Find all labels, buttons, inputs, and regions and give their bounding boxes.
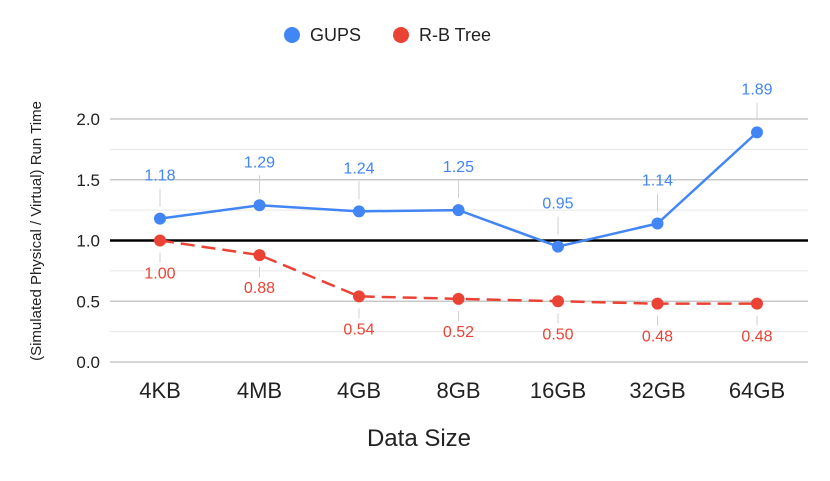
x-tick-label: 16GB <box>530 378 586 403</box>
y-tick-label: 1.0 <box>76 232 100 251</box>
data-label-gups: 1.25 <box>443 159 474 176</box>
x-tick-label: 4GB <box>337 378 381 403</box>
x-axis-ticks: 4KB 4MB 4GB 8GB 16GB 32GB 64GB <box>139 378 785 403</box>
x-tick-label: 4MB <box>237 378 282 403</box>
y-tick-label: 2.0 <box>76 110 100 129</box>
data-point-gups <box>552 240 564 253</box>
data-label-r-b-tree: 0.52 <box>443 324 474 341</box>
data-label-r-b-tree: 0.50 <box>542 326 573 343</box>
data-label-r-b-tree: 1.00 <box>144 266 175 283</box>
data-label-r-b-tree: 0.88 <box>244 280 275 297</box>
series-layer: 1.00 0.88 0.54 0.52 0.50 0.48 0.48 1.18 1.29 1.24… <box>144 81 772 345</box>
data-label-gups: 1.29 <box>244 154 275 171</box>
legend-label: GUPS <box>310 25 361 45</box>
x-tick-label: 64GB <box>729 378 785 403</box>
data-point-r-b-tree <box>651 297 664 310</box>
data-point-gups <box>452 204 465 217</box>
data-point-r-b-tree <box>353 290 365 303</box>
legend-marker-gups <box>284 27 300 43</box>
legend-label: R-B Tree <box>419 25 491 45</box>
data-label-gups: 1.14 <box>642 172 673 189</box>
data-label-gups: 0.95 <box>542 196 573 213</box>
data-point-gups <box>253 199 266 212</box>
series-r-b-tree: 1.00 0.88 0.54 0.52 0.50 0.48 0.48 <box>144 234 773 346</box>
y-tick-label: 0.0 <box>76 353 100 372</box>
data-label-r-b-tree: 0.48 <box>741 329 772 346</box>
x-axis-title: Data Size <box>367 425 471 452</box>
data-label-r-b-tree: 0.48 <box>642 329 673 346</box>
data-point-r-b-tree <box>253 249 266 262</box>
legend-marker-r-b-tree <box>393 27 409 43</box>
data-label-gups: 1.24 <box>343 160 374 177</box>
data-point-r-b-tree <box>751 297 763 310</box>
y-tick-label: 1.5 <box>76 171 100 190</box>
y-axis-title: (Simulated Physical / Virtual) Run Time <box>28 101 45 361</box>
series-gups: 1.18 1.29 1.24 1.25 0.95 1.14 1.89 <box>144 81 773 253</box>
y-tick-label: 0.5 <box>76 292 100 311</box>
y-axis-ticks: 0.0 0.5 1.0 1.5 2.0 <box>76 110 100 372</box>
legend: GUPS R-B Tree <box>284 25 491 45</box>
data-point-gups <box>353 205 365 218</box>
data-label-r-b-tree: 0.54 <box>343 321 374 338</box>
x-tick-label: 4KB <box>139 378 181 403</box>
data-point-r-b-tree <box>154 234 166 247</box>
data-label-gups: 1.18 <box>144 168 175 185</box>
data-point-gups <box>154 212 166 225</box>
x-tick-label: 8GB <box>436 378 480 403</box>
data-point-gups <box>751 126 763 139</box>
data-point-r-b-tree <box>552 295 564 308</box>
data-point-gups <box>651 217 664 230</box>
x-tick-label: 32GB <box>629 378 685 403</box>
data-point-r-b-tree <box>452 292 465 305</box>
data-label-gups: 1.89 <box>741 81 772 98</box>
